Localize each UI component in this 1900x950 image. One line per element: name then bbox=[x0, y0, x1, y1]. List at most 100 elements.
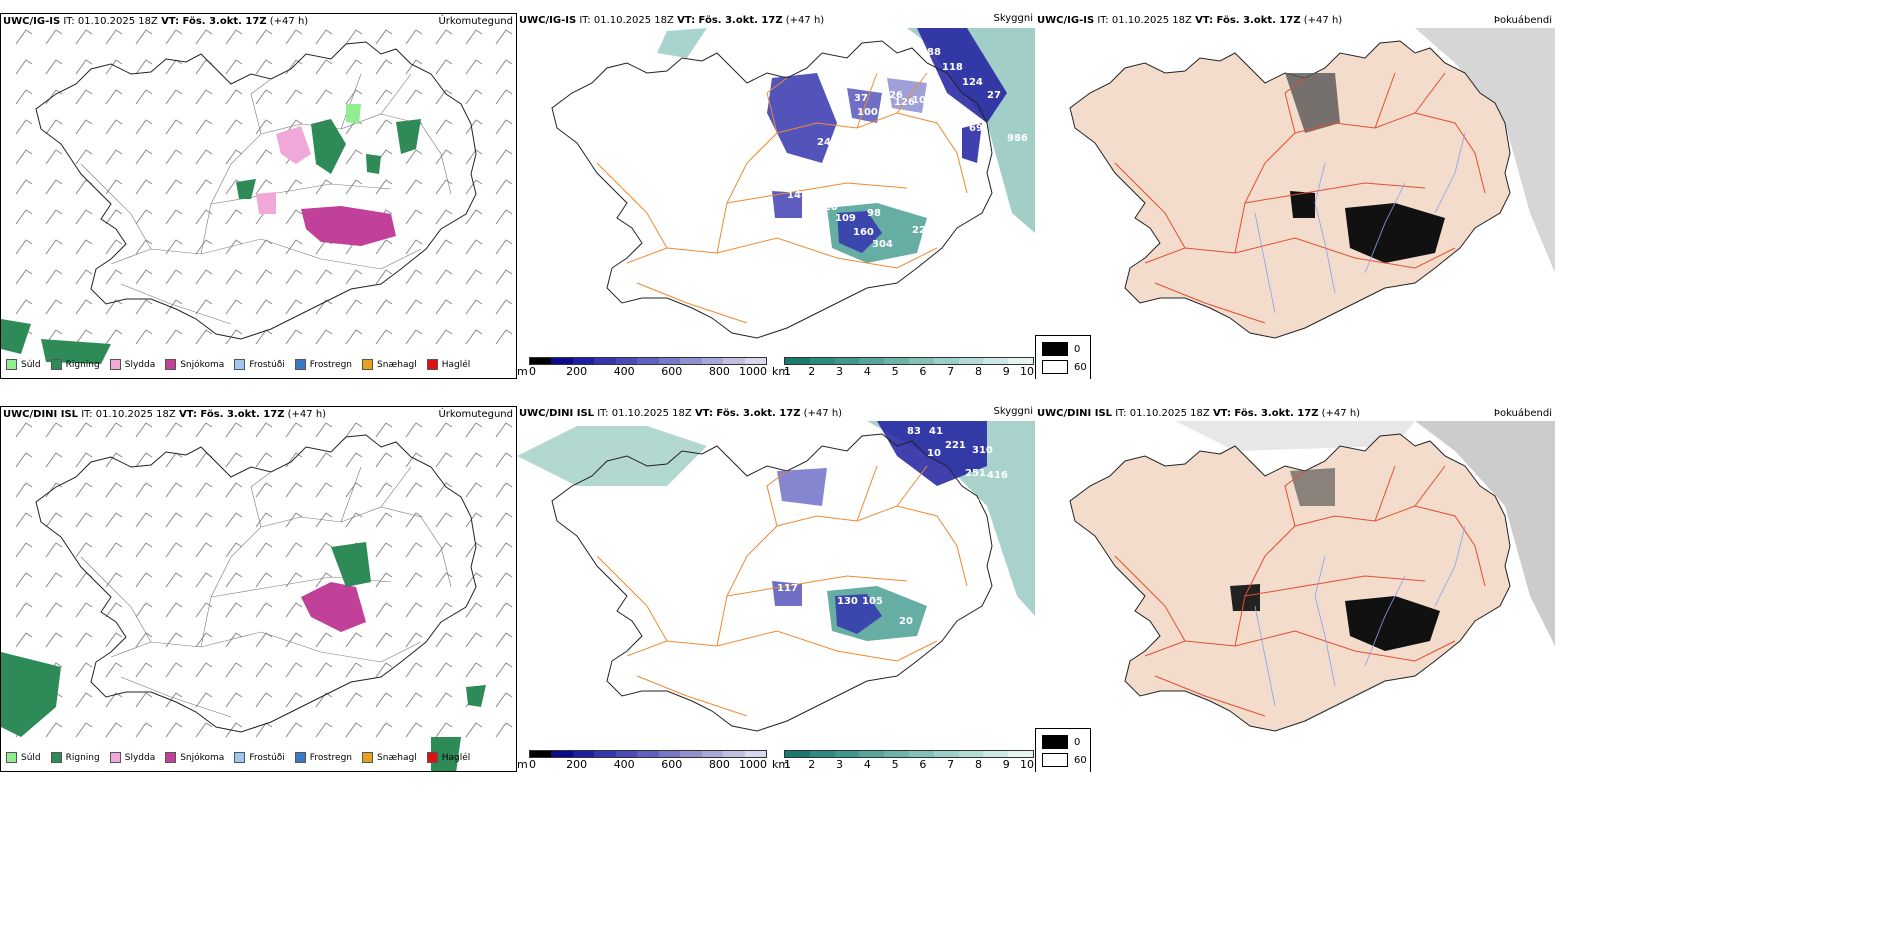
wind-barb bbox=[345, 269, 363, 285]
wind-barb bbox=[255, 482, 273, 498]
colorbar-swatch bbox=[983, 358, 1009, 364]
wind-barb bbox=[105, 89, 123, 105]
wind-barb bbox=[315, 179, 333, 195]
wind-barb bbox=[435, 299, 453, 315]
colorbar-tick: 1 bbox=[784, 365, 791, 378]
wind-barb bbox=[75, 422, 93, 438]
wind-barb bbox=[105, 299, 123, 315]
wind-barb bbox=[165, 59, 183, 75]
wind-barb bbox=[495, 722, 513, 738]
wind-barb bbox=[375, 89, 393, 105]
wind-barb bbox=[195, 179, 213, 195]
wind-barb bbox=[195, 692, 213, 708]
panel-title: Úrkomutegund bbox=[438, 16, 513, 27]
wind-barb bbox=[465, 299, 483, 315]
colorbar-swatch bbox=[834, 751, 860, 757]
wind-barb bbox=[225, 542, 243, 558]
colorbar-swatch bbox=[551, 751, 573, 757]
wind-barb bbox=[405, 299, 423, 315]
wind-barb bbox=[135, 119, 153, 135]
cloud-base-area bbox=[767, 73, 837, 163]
wind-barb bbox=[285, 29, 303, 45]
wind-barb bbox=[375, 572, 393, 588]
wind-barb bbox=[45, 299, 63, 315]
wind-barb bbox=[465, 119, 483, 135]
wind-barb bbox=[465, 452, 483, 468]
roads bbox=[596, 465, 968, 717]
wind-barb bbox=[225, 239, 243, 255]
road bbox=[1114, 162, 1186, 249]
colorbar-swatch bbox=[983, 751, 1009, 757]
wind-barb bbox=[195, 632, 213, 648]
wind-barb bbox=[375, 722, 393, 738]
wind-barb bbox=[225, 329, 243, 345]
wind-barb bbox=[345, 179, 363, 195]
rain-area bbox=[41, 339, 111, 364]
cloud-base-label: 117 bbox=[777, 583, 798, 594]
wind-barb bbox=[105, 239, 123, 255]
cloud-base-label: 77 bbox=[947, 486, 961, 497]
precip-areas bbox=[1, 104, 421, 364]
wind-barb bbox=[465, 209, 483, 225]
iceland-outline bbox=[551, 433, 993, 732]
wind-barb bbox=[285, 482, 303, 498]
road bbox=[1284, 470, 1306, 527]
legend-item: Snjókoma bbox=[165, 359, 224, 370]
wind-barb bbox=[435, 209, 453, 225]
wind-barb bbox=[315, 512, 333, 528]
legend-label: Frostregn bbox=[309, 752, 353, 763]
wind-barb bbox=[435, 692, 453, 708]
colorbar-tick: 7 bbox=[947, 758, 955, 771]
wind-barb bbox=[315, 29, 333, 45]
panel-title: Skyggni bbox=[993, 13, 1033, 24]
cloud-base-colorbar: m 0 200 400 600 800 1000 bbox=[517, 357, 767, 378]
colorbar-tick: 0 bbox=[529, 365, 536, 378]
wind-barb bbox=[105, 632, 123, 648]
wind-barb bbox=[495, 632, 513, 648]
wind-barb bbox=[165, 542, 183, 558]
fog-area bbox=[1285, 73, 1340, 133]
wind-barb bbox=[495, 482, 513, 498]
legend-label: Haglél bbox=[441, 752, 471, 763]
wind-barb bbox=[285, 209, 303, 225]
legend-swatch bbox=[50, 359, 62, 370]
wind-barb bbox=[165, 329, 183, 345]
colorbar-swatch bbox=[884, 751, 909, 757]
wind-barb bbox=[375, 269, 393, 285]
wind-barb bbox=[105, 29, 123, 45]
fog-area bbox=[1175, 421, 1415, 451]
colorbar-swatch bbox=[1008, 751, 1033, 757]
cloud-base-label: 130 bbox=[837, 596, 858, 607]
wind-barb bbox=[465, 329, 483, 345]
wind-barb bbox=[45, 269, 63, 285]
road bbox=[120, 676, 232, 718]
fog-index-panel-top: UWC/IG-IS IT: 01.10.2025 18Z VT: Fös. 3.… bbox=[1035, 13, 1555, 379]
colorbar-tick: 9 bbox=[1002, 758, 1010, 771]
wind-barb bbox=[495, 119, 513, 135]
wind-barb bbox=[75, 662, 93, 678]
road bbox=[250, 471, 272, 528]
wind-barb bbox=[315, 482, 333, 498]
wind-barb bbox=[105, 329, 123, 345]
wind-barb bbox=[495, 329, 513, 345]
colorbar-tick: 1000 bbox=[739, 758, 767, 771]
road bbox=[120, 283, 232, 325]
wind-barb bbox=[495, 179, 513, 195]
legend-swatch bbox=[165, 359, 177, 370]
road bbox=[1284, 77, 1306, 134]
visibility-area bbox=[517, 426, 707, 486]
wind-barb bbox=[75, 299, 93, 315]
wind-barb bbox=[465, 239, 483, 255]
wind-barb bbox=[225, 692, 243, 708]
wind-barb bbox=[435, 722, 453, 738]
panel-header: UWC/IG-IS IT: 01.10.2025 18Z VT: Fös. 3.… bbox=[1037, 15, 1343, 26]
colorbar-swatch bbox=[637, 358, 659, 364]
road bbox=[80, 556, 152, 643]
colorbar-tick: 5 bbox=[891, 758, 899, 771]
wind-barb bbox=[105, 149, 123, 165]
colorbar-tick: 800 bbox=[708, 365, 730, 378]
wind-barb bbox=[465, 149, 483, 165]
wind-barb bbox=[165, 119, 183, 135]
colorbar-tick: 600 bbox=[661, 365, 683, 378]
legend-item: Frostúði bbox=[234, 752, 285, 763]
